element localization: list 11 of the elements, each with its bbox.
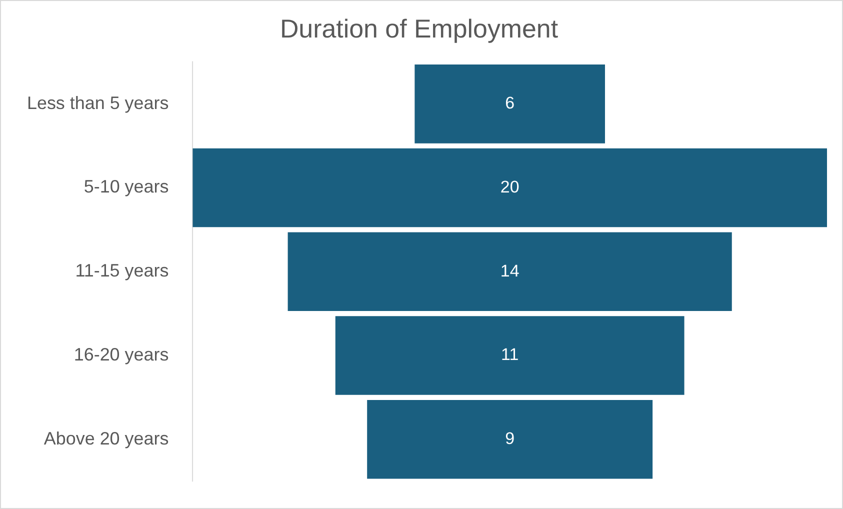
data-label: 9: [505, 429, 515, 448]
data-label: 20: [500, 177, 520, 196]
category-label: 16-20 years: [74, 344, 169, 364]
data-label: 6: [505, 94, 515, 113]
category-label: 11-15 years: [75, 260, 169, 281]
data-label: 11: [501, 345, 519, 364]
text: Duration of Employment: [280, 16, 559, 44]
category-label: Above 20 years: [44, 428, 169, 448]
category-label: Less than 5 years: [26, 92, 169, 113]
category-label: 5-10 years: [84, 176, 169, 197]
data-label: 14: [500, 261, 520, 280]
